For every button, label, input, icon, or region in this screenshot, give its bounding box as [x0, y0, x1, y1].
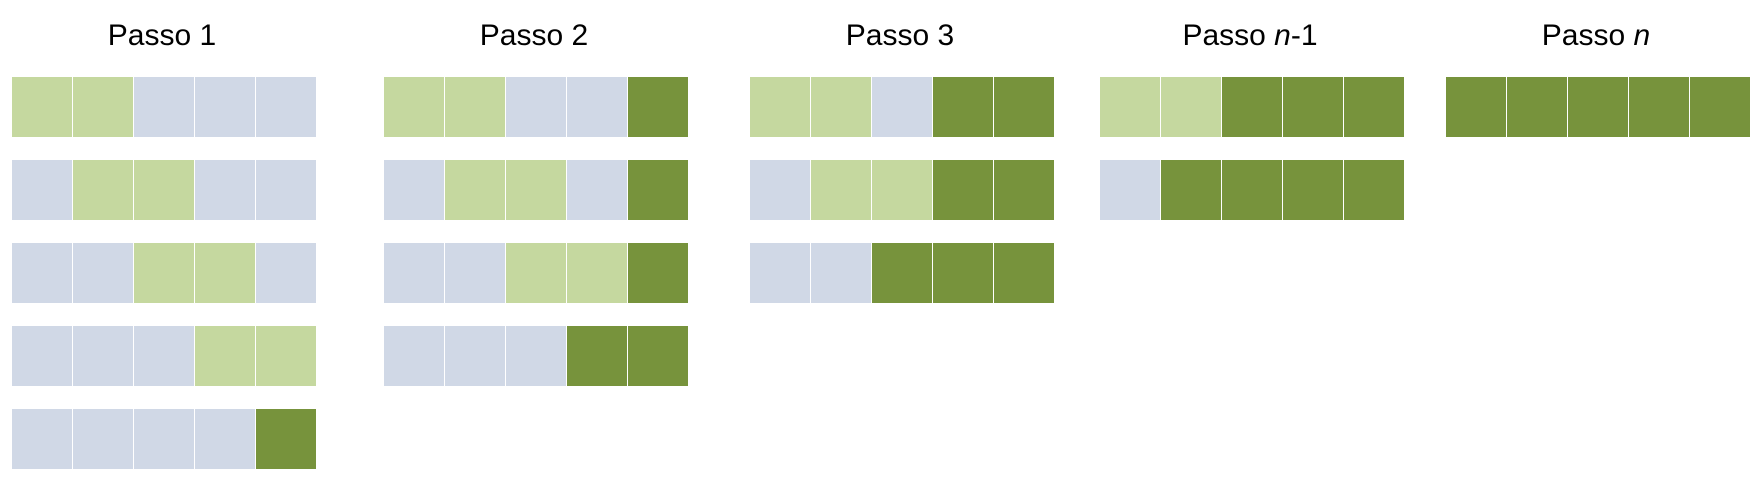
cell-unsorted — [134, 326, 194, 386]
cell-sorted — [994, 160, 1054, 220]
cell-sorted — [933, 160, 993, 220]
cell-unsorted — [12, 160, 72, 220]
cell-sorted — [1568, 77, 1628, 137]
cell-sorted — [1690, 77, 1750, 137]
cell-sorted — [1629, 77, 1689, 137]
cell-unsorted — [256, 160, 316, 220]
cell-unsorted — [506, 326, 566, 386]
cell-unsorted — [256, 243, 316, 303]
cell-unsorted — [506, 77, 566, 137]
cell-sorted — [1283, 160, 1343, 220]
cell-unsorted — [134, 409, 194, 469]
cell-comparing — [12, 77, 72, 137]
cell-sorted — [628, 160, 688, 220]
cell-unsorted — [134, 77, 194, 137]
cell-sorted — [1222, 77, 1282, 137]
cell-unsorted — [384, 243, 444, 303]
cell-comparing — [1100, 77, 1160, 137]
cell-comparing — [73, 77, 133, 137]
cell-sorted — [1344, 160, 1404, 220]
step-title-2: Passo 2 — [479, 19, 589, 52]
cell-comparing — [1161, 77, 1221, 137]
cell-sorted — [1344, 77, 1404, 137]
cell-sorted — [994, 243, 1054, 303]
cell-unsorted — [12, 243, 72, 303]
cell-unsorted — [750, 160, 810, 220]
cell-unsorted — [384, 160, 444, 220]
cell-comparing — [506, 160, 566, 220]
cell-unsorted — [567, 77, 627, 137]
cell-comparing — [256, 326, 316, 386]
cell-unsorted — [811, 243, 871, 303]
cell-unsorted — [750, 243, 810, 303]
step-title-n-minus-1: Passo n-1 — [1182, 19, 1318, 52]
cell-unsorted — [445, 243, 505, 303]
cell-sorted — [628, 326, 688, 386]
cell-unsorted — [256, 77, 316, 137]
cell-sorted — [1507, 77, 1567, 137]
cell-comparing — [811, 77, 871, 137]
cell-sorted — [872, 243, 932, 303]
cell-unsorted — [12, 409, 72, 469]
cell-unsorted — [445, 326, 505, 386]
cell-unsorted — [195, 409, 255, 469]
cell-unsorted — [872, 77, 932, 137]
cell-comparing — [445, 160, 505, 220]
cell-comparing — [134, 243, 194, 303]
cell-comparing — [195, 243, 255, 303]
cell-comparing — [445, 77, 505, 137]
cell-unsorted — [12, 326, 72, 386]
cell-unsorted — [195, 160, 255, 220]
cell-sorted — [567, 326, 627, 386]
cell-comparing — [872, 160, 932, 220]
cell-unsorted — [384, 326, 444, 386]
cell-comparing — [73, 160, 133, 220]
cell-sorted — [628, 77, 688, 137]
cell-unsorted — [195, 77, 255, 137]
cell-sorted — [1283, 77, 1343, 137]
cell-sorted — [933, 77, 993, 137]
cell-comparing — [506, 243, 566, 303]
cell-comparing — [567, 243, 627, 303]
cell-sorted — [1222, 160, 1282, 220]
cell-sorted — [994, 77, 1054, 137]
cell-unsorted — [73, 243, 133, 303]
cell-unsorted — [567, 160, 627, 220]
cell-unsorted — [73, 326, 133, 386]
cell-sorted — [933, 243, 993, 303]
cell-sorted — [1161, 160, 1221, 220]
cell-sorted — [256, 409, 316, 469]
cell-unsorted — [73, 409, 133, 469]
cell-comparing — [195, 326, 255, 386]
step-title-n: Passo n — [1541, 19, 1651, 52]
cell-comparing — [750, 77, 810, 137]
step-title-3: Passo 3 — [845, 19, 955, 52]
cell-sorted — [628, 243, 688, 303]
cell-comparing — [384, 77, 444, 137]
step-title-1: Passo 1 — [107, 19, 217, 52]
cell-comparing — [811, 160, 871, 220]
cell-comparing — [134, 160, 194, 220]
cell-sorted — [1446, 77, 1506, 137]
cell-unsorted — [1100, 160, 1160, 220]
